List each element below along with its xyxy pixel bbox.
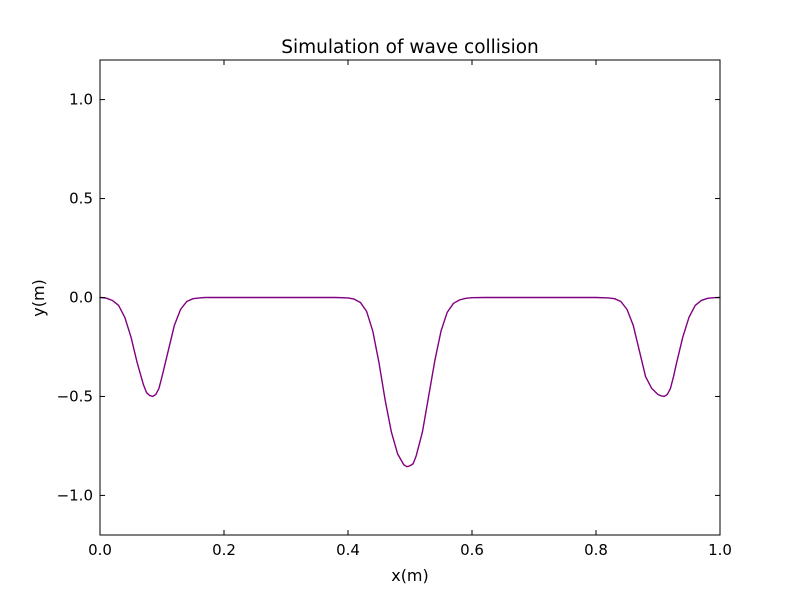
chart-title: Simulation of wave collision [281, 37, 539, 58]
y-tick-label: 1.0 [69, 91, 93, 109]
x-axis-label: x(m) [391, 566, 429, 585]
x-tick-label: 0.6 [460, 541, 484, 559]
x-tick-label: 0.2 [212, 541, 236, 559]
y-tick-label: −0.5 [57, 387, 93, 405]
y-axis-label: y(m) [29, 279, 48, 317]
x-tick-label: 0.4 [336, 541, 360, 559]
y-tick-label: 0.5 [69, 190, 93, 208]
x-tick-label: 1.0 [708, 541, 732, 559]
x-tick-label: 0.0 [88, 541, 112, 559]
y-tick-label: −1.0 [57, 486, 93, 504]
series-line-0 [99, 296, 721, 468]
x-tick-label: 0.8 [584, 541, 608, 559]
plot-area: 0.0 0.2 0.4 0.6 0.8 1.0 1.0 0.5 0.0 −0.5 −1.0 [57, 59, 732, 559]
y-tick-label: 0.0 [69, 289, 93, 307]
